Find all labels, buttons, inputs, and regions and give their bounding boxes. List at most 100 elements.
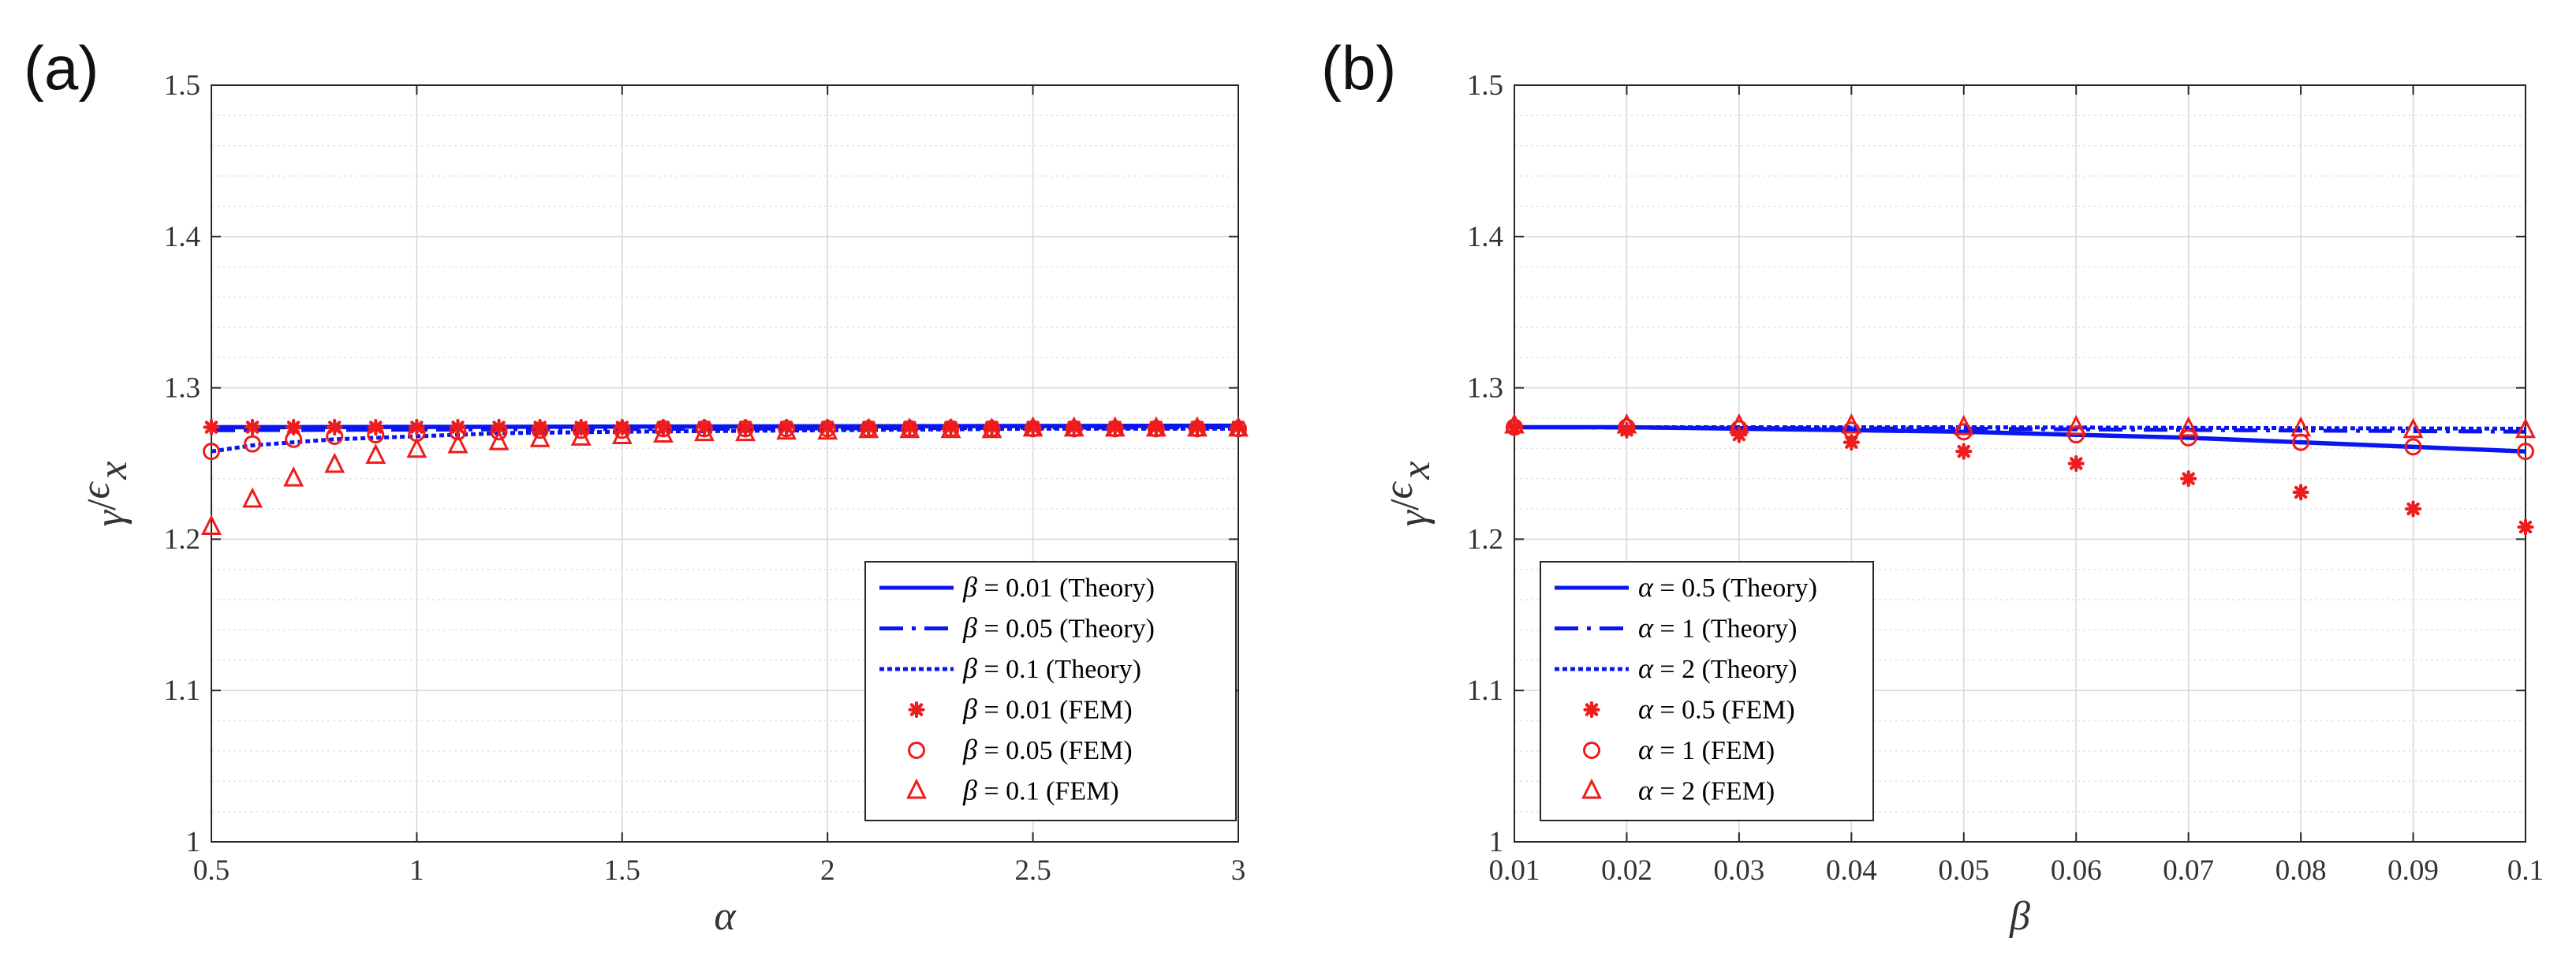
- y-tick-label: 1.2: [164, 523, 200, 555]
- fem-point-star: [2067, 454, 2085, 473]
- fem-point-star: [2180, 470, 2197, 488]
- y-tick-label: 1.2: [1467, 523, 1503, 555]
- legend-entry: α = 0.5 (FEM): [1638, 693, 1795, 725]
- axes-box: [211, 84, 1239, 843]
- fem-point-star: [1842, 434, 1860, 451]
- fem-point-star: [1618, 421, 1636, 439]
- x-tick-label: 0.07: [2163, 854, 2214, 887]
- x-axis-label: β: [2009, 894, 2030, 939]
- y-tick-label: 1.5: [1467, 69, 1503, 102]
- fem-point-triangle: [981, 417, 1002, 439]
- fem-point-triangle: [324, 452, 345, 473]
- fem-point-star: [244, 418, 261, 436]
- x-tick-label: 2: [820, 854, 835, 887]
- legend-symbol: α: [1638, 693, 1654, 725]
- x-tick-label: 1: [409, 854, 424, 887]
- legend-marker-swatch: [1581, 778, 1602, 799]
- legend-symbol: β: [962, 775, 977, 806]
- fem-point-circle: [531, 421, 549, 439]
- x-axis-label: α: [714, 894, 737, 939]
- legend-symbol: α: [1638, 652, 1654, 684]
- legend-entry: α = 1 (Theory): [1638, 612, 1797, 644]
- fem-point-star: [778, 418, 795, 436]
- legend-entry: β = 0.1 (Theory): [962, 652, 1141, 684]
- fem-point-triangle: [776, 419, 797, 440]
- fem-point-triangle: [611, 424, 633, 444]
- fem-point-star: [737, 418, 754, 436]
- fem-point-circle: [203, 443, 220, 461]
- legend-symbol: α: [1638, 734, 1654, 765]
- fem-point-star: [285, 418, 302, 436]
- fem-point-circle: [1618, 418, 1636, 436]
- legend-symbol: β: [962, 734, 977, 765]
- x-tick-label: 1.5: [604, 854, 640, 887]
- legend-entry: β = 0.01 (FEM): [962, 693, 1133, 725]
- legend-symbol: α: [1638, 571, 1654, 603]
- legend-symbol: β: [962, 612, 977, 644]
- fem-point-star: [326, 418, 343, 436]
- fem-point-star: [1506, 418, 1523, 436]
- fem-point-triangle: [735, 421, 756, 442]
- fem-point-star: [408, 418, 425, 436]
- fem-point-circle: [572, 421, 590, 439]
- legend-entry: α = 0.5 (Theory): [1638, 571, 1817, 603]
- fem-point-triangle: [1063, 416, 1085, 437]
- legend-entry: β = 0.05 (FEM): [962, 734, 1133, 765]
- legend-label: = 0.1 (FEM): [977, 777, 1119, 806]
- fem-point-star: [1955, 443, 1973, 460]
- fem-point-star: [696, 418, 713, 436]
- legend-entry: α = 1 (FEM): [1638, 734, 1775, 765]
- fem-point-triangle: [2515, 417, 2536, 439]
- legend-label: = 1 (Theory): [1653, 615, 1798, 644]
- legend-label: = 0.05 (FEM): [977, 736, 1133, 765]
- y-label-numerator: γ: [88, 510, 133, 527]
- fem-point-triangle: [2402, 417, 2424, 439]
- legend-entry: α = 2 (Theory): [1638, 652, 1797, 684]
- legend-label: = 2 (FEM): [1653, 777, 1775, 806]
- legend-label: = 0.01 (FEM): [977, 696, 1133, 725]
- fem-point-star: [2292, 484, 2309, 501]
- fem-point-triangle: [817, 419, 838, 440]
- theory-line-3: [1514, 425, 2526, 431]
- fem-point-triangle: [1616, 413, 1637, 434]
- fem-point-triangle: [1953, 414, 1974, 436]
- legend-label: = 0.5 (Theory): [1653, 574, 1817, 603]
- fem-point-circle: [654, 420, 672, 438]
- legend-marker-swatch: [908, 742, 925, 759]
- legend: β = 0.01 (Theory)β = 0.05 (Theory)β = 0.…: [864, 561, 1237, 821]
- legend-entry: β = 0.05 (Theory): [962, 612, 1155, 644]
- fem-point-triangle: [2290, 416, 2312, 437]
- legend: α = 0.5 (Theory)α = 1 (Theory)α = 2 (The…: [1540, 561, 1874, 821]
- y-label-slash: /: [80, 499, 125, 510]
- y-tick-label: 1.4: [164, 221, 200, 253]
- legend-entry: β = 0.01 (Theory): [962, 571, 1155, 603]
- fem-point-triangle: [940, 417, 961, 439]
- fem-point-circle: [326, 427, 344, 445]
- y-tick-label: 1: [186, 826, 201, 858]
- y-axis-label: γ/ϵx: [1376, 462, 1439, 527]
- fem-point-circle: [367, 426, 385, 444]
- y-axis-label: γ/ϵx: [73, 462, 136, 527]
- axes-box: [1514, 84, 2526, 843]
- fem-point-star: [1025, 418, 1042, 436]
- fem-point-triangle: [1022, 416, 1043, 437]
- x-tick-label: 0.09: [2387, 854, 2439, 887]
- fem-point-triangle: [1228, 416, 1249, 437]
- y-tick-label: 1: [1489, 826, 1504, 858]
- fem-point-star: [490, 418, 508, 436]
- fem-point-triangle: [1186, 416, 1208, 437]
- fem-point-triangle: [858, 417, 879, 439]
- x-tick-label: 0.06: [2051, 854, 2102, 887]
- y-label-denominator: ϵ: [73, 481, 118, 499]
- fem-point-triangle: [406, 437, 427, 458]
- y-axis-label-text: γ/ϵx: [1376, 462, 1439, 527]
- fem-point-star: [1148, 418, 1165, 436]
- legend-symbol: α: [1638, 775, 1654, 806]
- legend-marker-swatch: [908, 701, 925, 719]
- fem-point-circle: [2404, 438, 2422, 456]
- legend-marker-swatch: [906, 778, 927, 799]
- panel-label: (a): [24, 33, 99, 103]
- fem-point-triangle: [283, 465, 304, 487]
- fem-point-triangle: [1841, 413, 1862, 434]
